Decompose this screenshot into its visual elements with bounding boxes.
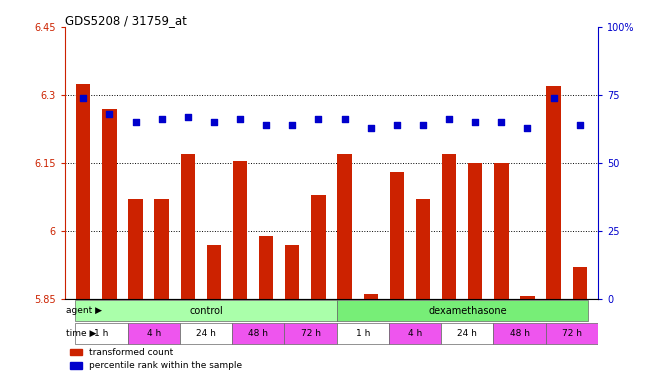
Bar xyxy=(102,109,116,299)
Text: time ▶: time ▶ xyxy=(66,329,96,338)
Bar xyxy=(494,163,508,299)
Text: 48 h: 48 h xyxy=(510,329,530,338)
Bar xyxy=(363,294,378,299)
Text: agent ▶: agent ▶ xyxy=(66,306,101,315)
Bar xyxy=(75,323,127,344)
Bar xyxy=(285,245,300,299)
Bar xyxy=(441,323,493,344)
Bar xyxy=(520,296,535,299)
Point xyxy=(131,119,141,125)
Text: 4 h: 4 h xyxy=(408,329,422,338)
Text: 72 h: 72 h xyxy=(300,329,320,338)
Text: control: control xyxy=(189,306,223,316)
Bar xyxy=(546,323,598,344)
Text: 48 h: 48 h xyxy=(248,329,268,338)
Point xyxy=(287,122,298,128)
Bar xyxy=(389,172,404,299)
Point xyxy=(470,119,480,125)
Text: GDS5208 / 31759_at: GDS5208 / 31759_at xyxy=(65,14,187,27)
Bar xyxy=(75,300,337,321)
Point xyxy=(496,119,506,125)
Text: 1 h: 1 h xyxy=(356,329,370,338)
Bar xyxy=(337,154,352,299)
Point xyxy=(157,116,167,122)
Text: 4 h: 4 h xyxy=(147,329,161,338)
Point xyxy=(313,116,324,122)
Point xyxy=(522,124,532,131)
Text: 1 h: 1 h xyxy=(94,329,109,338)
Bar xyxy=(442,154,456,299)
Point xyxy=(575,122,585,128)
Text: percentile rank within the sample: percentile rank within the sample xyxy=(89,361,242,370)
Bar xyxy=(389,323,441,344)
Bar xyxy=(128,199,143,299)
Point xyxy=(418,122,428,128)
Point xyxy=(444,116,454,122)
Text: dexamethasone: dexamethasone xyxy=(428,306,507,316)
Text: 72 h: 72 h xyxy=(562,329,582,338)
Point xyxy=(365,124,376,131)
Bar xyxy=(233,161,247,299)
Point xyxy=(261,122,272,128)
Bar xyxy=(180,323,232,344)
Bar xyxy=(573,267,587,299)
Bar xyxy=(337,300,588,321)
Bar xyxy=(259,236,274,299)
Point xyxy=(183,114,193,120)
Bar xyxy=(155,199,169,299)
Bar xyxy=(70,349,83,356)
Point xyxy=(104,111,114,117)
Bar xyxy=(285,323,337,344)
Point xyxy=(549,94,559,101)
Bar xyxy=(468,163,482,299)
Text: 24 h: 24 h xyxy=(458,329,477,338)
Bar xyxy=(181,154,195,299)
Bar xyxy=(207,245,221,299)
Bar xyxy=(311,195,326,299)
Bar xyxy=(127,323,180,344)
Text: transformed count: transformed count xyxy=(89,348,174,357)
Point xyxy=(391,122,402,128)
Bar xyxy=(493,323,546,344)
Point xyxy=(78,94,88,101)
Text: 24 h: 24 h xyxy=(196,329,216,338)
Point xyxy=(235,116,245,122)
Point xyxy=(209,119,219,125)
Point xyxy=(339,116,350,122)
Bar xyxy=(76,84,90,299)
Bar xyxy=(337,323,389,344)
Bar xyxy=(70,362,83,369)
Bar xyxy=(232,323,285,344)
Bar xyxy=(547,86,561,299)
Bar xyxy=(416,199,430,299)
